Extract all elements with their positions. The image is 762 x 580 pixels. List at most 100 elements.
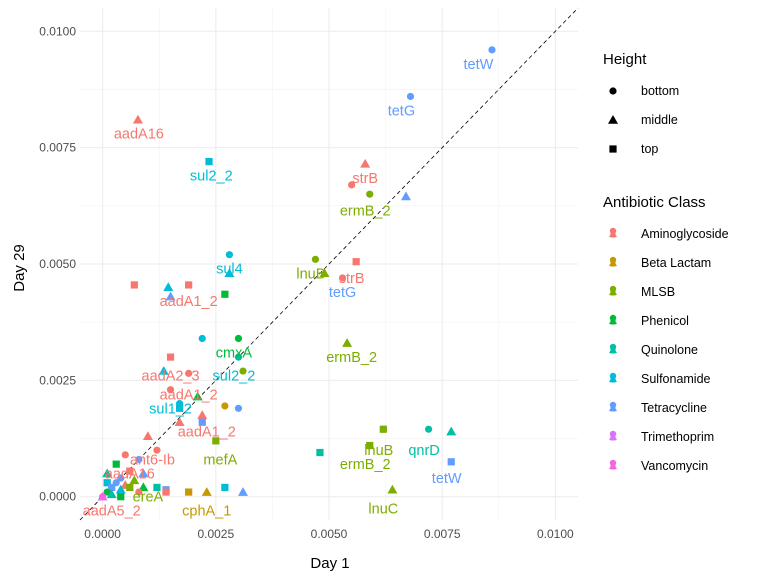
legend-entry-label: Trimethoprim bbox=[641, 430, 714, 444]
legend-key bbox=[610, 406, 616, 412]
data-point bbox=[185, 369, 193, 377]
data-point bbox=[406, 92, 415, 101]
legend-entry-label: Tetracycline bbox=[641, 401, 707, 415]
legend-key bbox=[610, 464, 616, 470]
data-point bbox=[138, 468, 149, 478]
data-point bbox=[237, 487, 248, 496]
y-axis-title: Day 29 bbox=[11, 244, 28, 292]
data-point bbox=[366, 190, 374, 198]
data-point bbox=[132, 114, 143, 124]
data-point bbox=[126, 467, 134, 475]
data-point bbox=[192, 391, 203, 401]
data-point bbox=[425, 425, 433, 433]
data-point bbox=[103, 488, 111, 496]
legend-key bbox=[610, 435, 616, 441]
data-point bbox=[201, 487, 212, 496]
data-point bbox=[316, 448, 324, 457]
data-point bbox=[239, 367, 247, 375]
data-point bbox=[221, 402, 229, 410]
legend: Height bottom middle top Antibiotic Class Ami… bbox=[603, 51, 729, 473]
data-point bbox=[234, 334, 243, 343]
point-label: lnuC bbox=[368, 501, 398, 517]
data-point bbox=[138, 482, 149, 492]
data-point bbox=[342, 338, 353, 347]
data-point bbox=[400, 191, 411, 201]
data-point bbox=[158, 366, 169, 375]
point-label: aadA1_2 bbox=[160, 387, 218, 403]
data-point bbox=[488, 46, 496, 54]
legend-key bbox=[610, 232, 616, 238]
point-label: ermB_2 bbox=[326, 350, 377, 366]
data-point bbox=[103, 479, 111, 487]
data-point bbox=[212, 437, 220, 445]
legend-key bbox=[608, 115, 618, 124]
legend-title: Height bbox=[603, 51, 647, 68]
point-label: tetG bbox=[388, 103, 415, 119]
data-point bbox=[225, 251, 233, 259]
data-point bbox=[165, 291, 176, 301]
legend-entry-label: Quinolone bbox=[641, 343, 698, 357]
x-tick-label: 0.0000 bbox=[84, 527, 121, 541]
data-point bbox=[366, 441, 374, 450]
data-point bbox=[142, 431, 153, 440]
legend-entry-label: Phenicol bbox=[641, 314, 689, 328]
data-point bbox=[319, 268, 330, 278]
data-point bbox=[106, 489, 117, 499]
legend-key bbox=[610, 290, 616, 296]
data-point bbox=[163, 282, 174, 292]
legend-entry-label: bottom bbox=[641, 84, 679, 98]
point-label: ermB_2 bbox=[340, 203, 391, 219]
data-point bbox=[176, 404, 184, 412]
legend-title: Antibiotic Class bbox=[603, 194, 706, 211]
legend-key bbox=[610, 348, 616, 354]
data-point bbox=[221, 290, 229, 298]
data-point bbox=[117, 493, 125, 501]
data-point bbox=[234, 353, 243, 361]
y-tick-label: 0.0075 bbox=[39, 141, 76, 155]
y-tick-label: 0.0050 bbox=[39, 257, 76, 271]
data-point bbox=[117, 474, 125, 482]
data-point bbox=[224, 268, 235, 278]
y-tick-label: 0.0100 bbox=[39, 24, 76, 38]
data-point bbox=[185, 488, 193, 496]
x-tick-label: 0.0100 bbox=[537, 527, 574, 541]
point-label: ereA bbox=[133, 490, 164, 506]
x-axis-ticks: 0.0000 0.0025 0.0050 0.0075 0.0100 bbox=[84, 527, 574, 541]
data-point bbox=[135, 488, 143, 496]
data-point bbox=[446, 426, 457, 436]
data-point bbox=[121, 451, 129, 459]
data-point bbox=[115, 484, 126, 494]
point-label: tetW bbox=[432, 471, 462, 487]
data-point bbox=[387, 484, 398, 494]
data-point bbox=[360, 158, 371, 168]
point-label: cmxA bbox=[216, 345, 253, 361]
data-point bbox=[153, 483, 161, 492]
x-tick-label: 0.0075 bbox=[424, 527, 461, 541]
y-tick-label: 0.0000 bbox=[39, 490, 76, 504]
data-point bbox=[162, 488, 170, 496]
point-labels: tetW tetG aadA16 sul2_2 strB ermB_2 sul4 lnuB st… bbox=[83, 57, 494, 520]
data-point bbox=[221, 483, 229, 492]
point-label: ermB_2 bbox=[340, 457, 391, 473]
y-tick-label: 0.0025 bbox=[39, 373, 76, 387]
data-point bbox=[130, 281, 138, 289]
x-axis-title: Day 1 bbox=[310, 555, 349, 572]
point-label: aadA1_2 bbox=[178, 425, 236, 441]
data-point bbox=[102, 468, 113, 478]
legend-key bbox=[609, 145, 617, 153]
point-label: aadA5_2 bbox=[83, 504, 141, 520]
point-label: sul1_2 bbox=[149, 401, 192, 417]
y-axis-ticks: 0.0000 0.0025 0.0050 0.0075 0.0100 bbox=[39, 24, 76, 503]
point-label: strB bbox=[352, 171, 378, 187]
reference-line bbox=[79, 7, 579, 521]
data-point bbox=[112, 460, 120, 468]
point-label: aadA16 bbox=[114, 127, 164, 143]
legend-entry-label: Sulfonamide bbox=[641, 372, 711, 386]
data-point bbox=[234, 404, 243, 412]
point-label: sul2_2 bbox=[190, 169, 233, 185]
data-point bbox=[447, 458, 455, 466]
legend-entry-label: top bbox=[641, 142, 658, 156]
data-point bbox=[166, 353, 175, 361]
data-point bbox=[379, 425, 387, 433]
